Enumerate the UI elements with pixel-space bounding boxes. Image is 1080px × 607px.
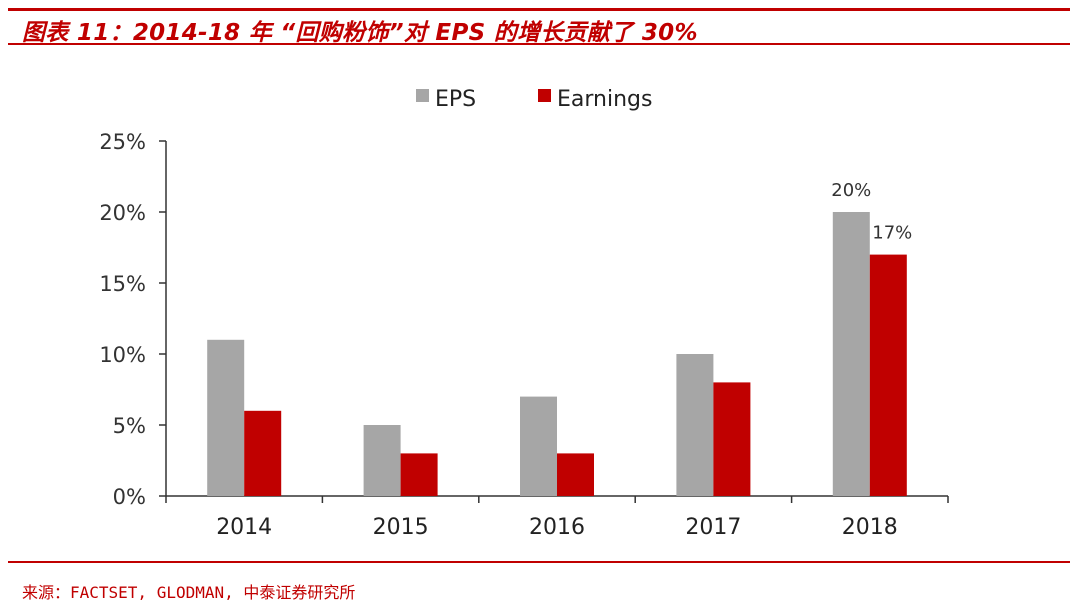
- legend-swatch-eps: [416, 89, 429, 102]
- y-tick-label: 0%: [113, 485, 146, 509]
- x-tick-label: 2014: [216, 515, 272, 540]
- bar-eps-2016: [520, 396, 557, 496]
- top-rule: [8, 8, 1070, 11]
- y-tick-label: 20%: [99, 201, 146, 225]
- title-bar: 图表 11：2014-18 年 “回购粉饰”对 EPS 的增长贡献了 30%: [0, 0, 1080, 46]
- bar-eps-2017: [676, 354, 714, 496]
- bar-chart: 0% 5% 10% 15% 20% 25% 2014 2015 2016 2017 2018 20% 1…: [99, 87, 949, 540]
- legend-label-eps: EPS: [435, 87, 476, 112]
- y-tick-label: 25%: [99, 130, 146, 154]
- bar-eps-2018: [832, 212, 870, 496]
- y-tick-label: 10%: [99, 343, 146, 367]
- chart-title: 图表 11：2014-18 年 “回购粉饰”对 EPS 的增长贡献了 30%: [22, 20, 698, 46]
- y-tick-label: 5%: [113, 414, 146, 438]
- bar-eps-2014: [207, 339, 245, 496]
- data-label: 17%: [872, 223, 912, 244]
- title-underline: [8, 43, 1070, 45]
- x-tick-label: 2018: [842, 515, 898, 540]
- x-tick-label: 2017: [685, 515, 741, 540]
- bar-eps-2015: [363, 425, 401, 496]
- x-tick-label: 2015: [373, 515, 429, 540]
- y-tick-label: 15%: [99, 272, 146, 296]
- legend-label-earnings: Earnings: [557, 87, 652, 112]
- bar-earnings-2018: [869, 254, 907, 496]
- x-tick-label: 2016: [529, 515, 585, 540]
- bar-earnings-2015: [400, 453, 438, 496]
- bar-earnings-2014: [244, 410, 282, 496]
- data-label: 20%: [831, 180, 871, 201]
- legend-swatch-earnings: [538, 89, 551, 102]
- source-note: 来源：FACTSET, GLODMAN, 中泰证券研究所: [22, 583, 356, 602]
- bar-earnings-2017: [713, 382, 751, 496]
- bar-earnings-2016: [557, 453, 594, 496]
- footer-rule: [8, 561, 1070, 563]
